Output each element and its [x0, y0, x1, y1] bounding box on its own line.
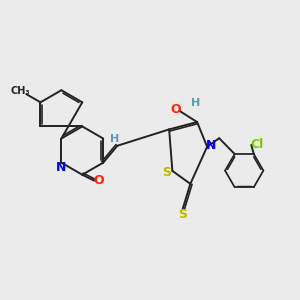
Text: S: S — [162, 166, 171, 179]
Text: N: N — [206, 139, 217, 152]
Text: H: H — [191, 98, 201, 108]
Text: N: N — [56, 161, 67, 175]
Text: H: H — [110, 134, 119, 144]
Text: O: O — [94, 174, 104, 187]
Text: CH₃: CH₃ — [11, 86, 30, 96]
Text: Cl: Cl — [250, 139, 263, 152]
Text: S: S — [178, 208, 187, 221]
Text: O: O — [171, 103, 181, 116]
